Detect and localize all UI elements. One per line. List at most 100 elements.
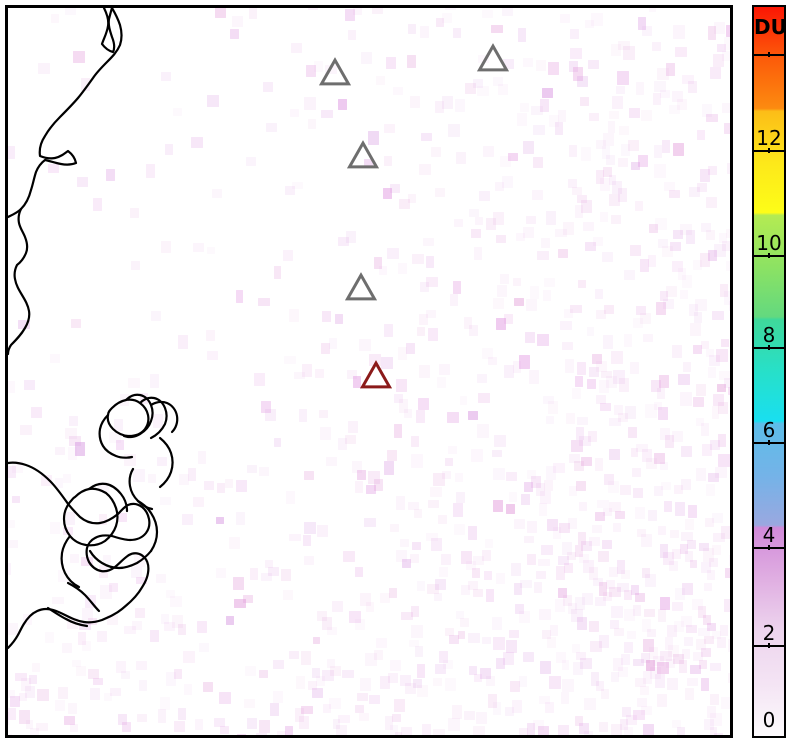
station-triangle-4[interactable] [344,272,378,301]
data-cell [64,427,77,440]
data-cell [206,94,219,107]
data-cell [29,727,39,735]
data-cell [492,701,502,716]
data-cell [348,610,361,623]
station-triangle-3[interactable] [346,140,380,169]
data-cell [439,566,448,578]
data-cell [539,490,552,505]
data-cell [666,62,676,76]
data-cell [669,529,679,538]
colorbar-tick-notch-6 [768,643,770,648]
data-cell [151,311,162,322]
data-cell [467,526,477,540]
data-cell [137,713,148,723]
data-cell [393,393,404,403]
data-cell [197,621,208,634]
data-cell [454,98,466,113]
data-cell [624,726,634,735]
data-cell [722,240,730,251]
data-cell [202,682,213,693]
data-cell [620,484,632,496]
data-cell [658,406,668,421]
data-cell [426,310,437,319]
data-cell [459,395,468,405]
data-cell [356,692,369,702]
data-cell [716,636,726,649]
data-cell [707,472,720,483]
data-cell [103,692,112,701]
data-cell [574,375,584,387]
data-cell [410,436,420,447]
data-cell [540,99,550,112]
data-cell [130,261,140,271]
data-cell [81,607,94,620]
data-cell [420,26,429,38]
data-cell [421,724,431,735]
station-triangle-2[interactable] [476,43,510,72]
data-cell [702,444,712,456]
data-cell [487,356,497,366]
data-cell [654,674,666,688]
data-cell [680,392,692,407]
data-cell [709,663,721,672]
data-cell [487,694,497,708]
data-cell [630,161,640,170]
data-cell [305,64,317,78]
data-cell [504,364,515,379]
data-cell [366,485,376,495]
data-cell [284,726,294,735]
data-cell [680,532,693,541]
data-cell [602,167,613,177]
data-cell [19,425,32,435]
data-cell [18,320,30,330]
data-cell [609,110,620,120]
data-cell [659,596,671,611]
station-triangle-5-highlight[interactable] [359,360,393,389]
data-cell [15,672,27,682]
data-cell [608,567,618,577]
data-cell [584,242,597,252]
data-cell [603,507,612,516]
data-cell [621,144,631,157]
data-cell [593,577,604,586]
data-cell [132,620,143,631]
data-cell [677,373,690,385]
data-cell [601,540,612,549]
data-cell [540,545,553,555]
data-cell [426,532,438,541]
data-cell [219,691,231,704]
data-cell [567,551,576,560]
data-cell [584,730,593,735]
data-cell [724,567,730,578]
data-cell [392,87,403,96]
colorbar-tick-notch-5 [768,545,770,550]
data-cell [707,367,716,378]
data-cell [400,726,412,735]
map-plot-area[interactable] [5,5,733,738]
colorbar[interactable]: DU 12 10 8 6 4 2 0 [752,5,786,738]
data-cell [54,478,64,489]
data-cell [452,27,462,39]
data-cell [427,500,439,509]
data-cell [437,514,448,525]
data-cell [514,519,526,530]
data-cell [679,544,689,554]
data-cell [601,145,610,159]
data-cell [669,189,680,199]
data-cell [558,522,571,534]
data-cell [554,598,566,612]
data-cell [562,341,574,351]
data-cell [161,72,171,82]
data-cell [698,628,710,636]
data-cell [645,660,656,671]
data-cell [529,286,539,299]
station-triangle-1[interactable] [318,57,352,86]
data-cell [635,200,644,211]
data-cell [431,537,443,551]
data-cell [479,190,490,202]
data-cell [569,145,578,158]
data-cell [364,517,376,528]
data-cell [703,635,714,644]
colorbar-tick-label-0: 0 [762,708,776,732]
data-cell [160,497,172,506]
